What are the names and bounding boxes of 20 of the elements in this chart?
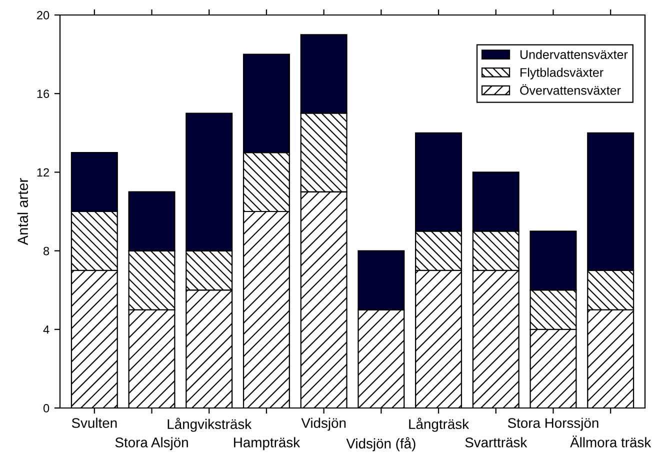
x-tick-label: Stora Horssjön: [508, 418, 598, 431]
x-tick-label: Långviksträsk: [168, 418, 252, 432]
y-tick-label: 0: [43, 404, 50, 412]
y-tick-label: 20: [37, 11, 50, 20]
x-tick-label: Hampträsk: [234, 437, 300, 450]
y-axis-title: Antal arter: [17, 178, 28, 246]
legend-label: Undervattensväxter: [520, 50, 628, 60]
x-tick-label: Vidsjön: [301, 418, 346, 431]
x-tick-label: Svartträsk: [465, 437, 528, 448]
x-tick-label: Vidsjön (få): [346, 437, 416, 452]
legend-label: Övervattensväxter: [520, 84, 621, 95]
x-tick-label: Ällmora träsk: [570, 436, 652, 448]
y-tick-label: 8: [44, 246, 50, 256]
x-tick-label: Långträsk: [409, 418, 470, 432]
x-tick-label: Stora Alsjön: [115, 437, 188, 450]
y-tick-label: 16: [37, 90, 50, 98]
y-tick-label: 12: [37, 168, 49, 176]
legend-label: Flytbladsväxter: [520, 68, 604, 80]
y-tick-label: 4: [43, 326, 50, 334]
x-tick-label: Svulten: [72, 418, 117, 428]
